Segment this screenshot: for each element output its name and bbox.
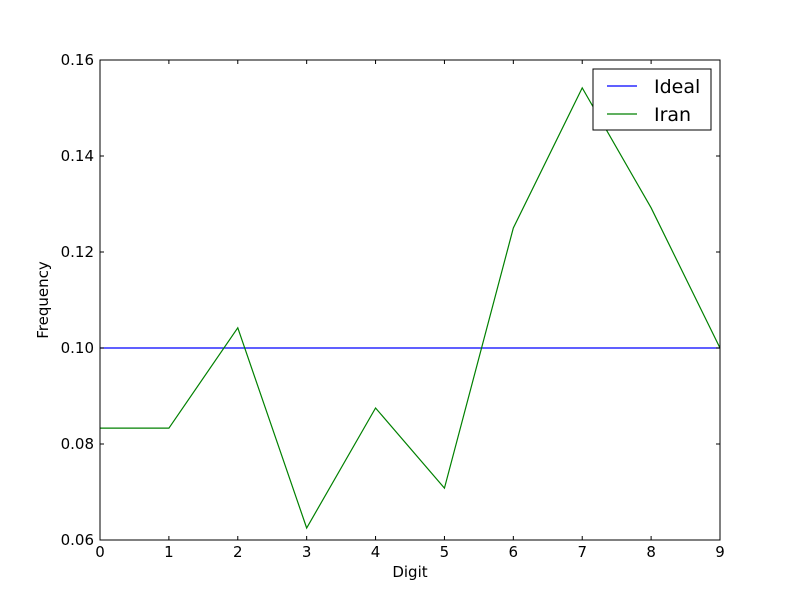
x-tick-label: 3 [302,543,312,561]
plot-area [100,60,720,540]
legend-box [592,68,712,131]
x-tick-label: 0 [95,543,105,561]
x-axis-label: Digit [392,563,427,581]
y-tick-label: 0.06 [61,531,94,549]
y-tick-label: 0.10 [61,339,94,357]
x-tick-label: 9 [715,543,725,561]
tick-layer: 0 1 2 3 4 5 6 7 8 9 0.06 0.08 0.10 0.12 0.14 0.16 [61,51,725,561]
plot-frame [99,59,721,541]
y-tick-label: 0.12 [61,243,94,261]
legend: Ideal Iran [592,68,712,131]
x-tick-label: 4 [371,543,381,561]
x-tick-label: 7 [577,543,587,561]
y-tick-label: 0.08 [61,435,94,453]
legend-label-iran: Iran [654,104,691,126]
legend-label-ideal: Ideal [654,76,700,98]
y-tick-label: 0.14 [61,147,94,165]
x-tick-label: 5 [440,543,450,561]
x-tick-label: 8 [646,543,656,561]
x-tick-label: 2 [233,543,243,561]
x-tick-label: 1 [164,543,174,561]
series-line-iran [100,86,721,530]
x-tick-label: 6 [509,543,519,561]
y-tick-label: 0.16 [61,51,94,69]
y-axis-label: Frequency [34,261,52,339]
